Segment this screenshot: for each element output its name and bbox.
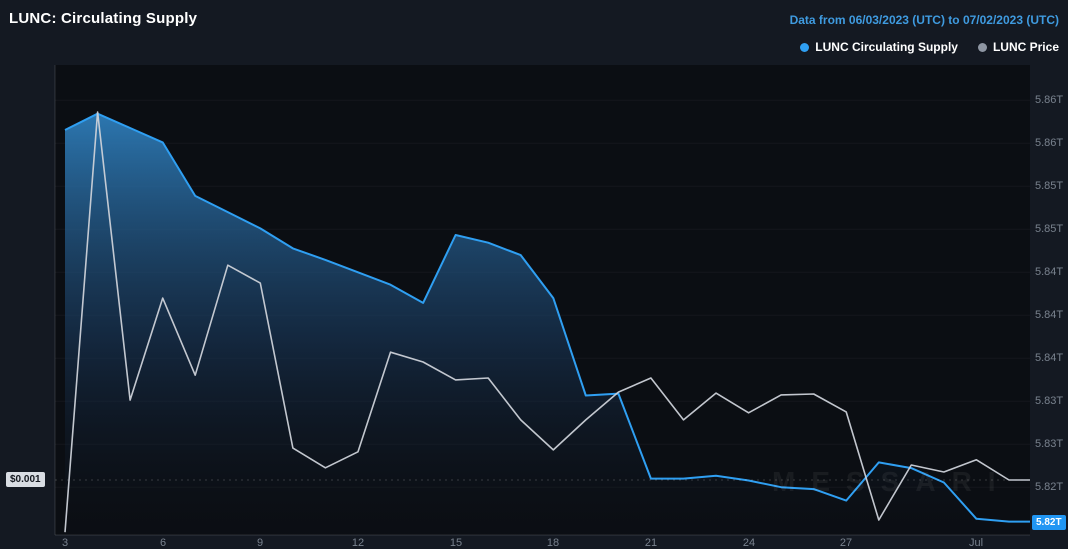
y-axis-tick-label: 5.82T bbox=[1035, 481, 1064, 493]
date-range: Data from 06/03/2023 (UTC) to 07/02/2023… bbox=[789, 13, 1059, 27]
x-axis-tick-label: 12 bbox=[351, 537, 365, 549]
supply-area bbox=[65, 113, 1030, 535]
legend-item-supply[interactable]: LUNC Circulating Supply bbox=[800, 40, 958, 54]
x-axis-tick-label: 21 bbox=[644, 537, 658, 549]
legend-item-price[interactable]: LUNC Price bbox=[977, 40, 1059, 54]
price-line bbox=[64, 111, 1030, 533]
x-axis-tick-label: 15 bbox=[449, 537, 463, 549]
price-series-dot-icon bbox=[977, 42, 987, 52]
x-axis-tick-label: 18 bbox=[546, 537, 560, 549]
y-axis-tick-label: 5.86T bbox=[1035, 137, 1064, 149]
x-axis-tick-label: 9 bbox=[256, 537, 264, 549]
y-axis-tick-label: 5.84T bbox=[1035, 266, 1064, 278]
x-axis-tick-label: Jul bbox=[968, 537, 984, 549]
y-axis-tick-label: 5.85T bbox=[1035, 223, 1064, 235]
y-axis-tick-label: 5.83T bbox=[1035, 438, 1064, 450]
supply-series-dot-icon bbox=[800, 42, 810, 52]
y-axis-tick-label: 5.85T bbox=[1035, 180, 1064, 192]
y-axis-tick-label: 5.84T bbox=[1035, 309, 1064, 321]
legend-label-price: LUNC Price bbox=[992, 40, 1059, 54]
supply-current-badge: 5.82T bbox=[1032, 515, 1066, 530]
x-axis-tick-label: 6 bbox=[159, 537, 167, 549]
page-title: LUNC: Circulating Supply bbox=[9, 10, 198, 27]
x-axis-tick-label: 24 bbox=[742, 537, 756, 549]
y-axis-tick-label: 5.84T bbox=[1035, 352, 1064, 364]
legend-label-supply: LUNC Circulating Supply bbox=[815, 40, 958, 54]
x-axis-tick-label: 3 bbox=[61, 537, 69, 549]
y-axis-tick-label: 5.86T bbox=[1035, 94, 1064, 106]
supply-line bbox=[64, 112, 1030, 523]
price-current-badge: $0.001 bbox=[6, 472, 45, 487]
legend: LUNC Circulating Supply LUNC Price bbox=[800, 40, 1059, 54]
x-axis-tick-label: 27 bbox=[839, 537, 853, 549]
y-axis-tick-label: 5.83T bbox=[1035, 395, 1064, 407]
